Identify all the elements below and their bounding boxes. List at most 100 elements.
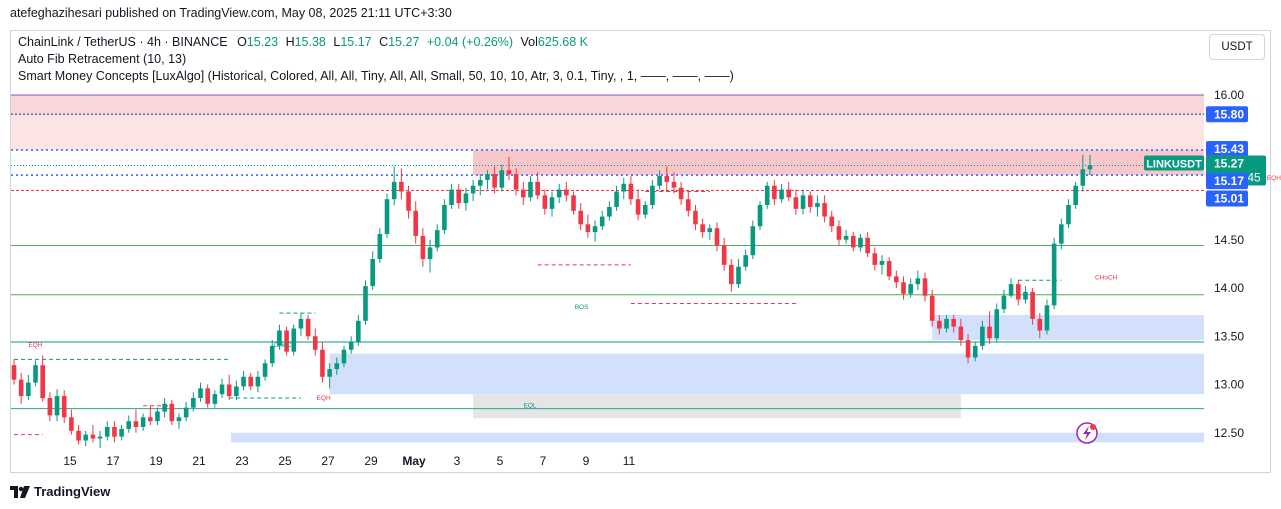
candle-body xyxy=(585,224,591,233)
candle xyxy=(1044,299,1050,335)
candle xyxy=(456,183,462,209)
close-label: C xyxy=(379,35,389,49)
candle xyxy=(650,179,655,209)
candle xyxy=(908,278,913,298)
smc-annotations: PremiumEquilibriumEQHCHoCHEQHBOSEQLEQHCH… xyxy=(28,175,1281,410)
price-badge: 15.01 xyxy=(1206,190,1248,207)
candle xyxy=(585,214,591,238)
candle xyxy=(126,415,132,433)
candle-body xyxy=(1066,205,1071,225)
chart-frame[interactable] xyxy=(10,30,1271,473)
smc-label: EQL xyxy=(523,403,536,410)
premium-zone xyxy=(11,114,1204,151)
candle-body xyxy=(485,174,490,180)
candle xyxy=(147,405,153,426)
candle-body xyxy=(427,247,433,260)
candle-body xyxy=(642,205,648,215)
candle-body xyxy=(929,295,935,321)
candle-body xyxy=(908,284,913,294)
candle-body xyxy=(743,255,748,267)
indicator-smc[interactable]: Smart Money Concepts [LuxAlgo] (Historic… xyxy=(18,69,734,83)
candle xyxy=(219,378,225,399)
candle-body xyxy=(1008,284,1014,296)
candle-body xyxy=(807,195,813,207)
candle xyxy=(413,201,419,244)
price-badge-bg xyxy=(1206,106,1248,123)
candle xyxy=(1030,288,1035,325)
candle-body xyxy=(671,181,677,188)
candle xyxy=(341,345,347,368)
candle-body xyxy=(327,369,332,377)
candle xyxy=(879,255,885,275)
candle xyxy=(33,360,38,387)
candle-body xyxy=(965,340,971,358)
candle-body xyxy=(477,179,483,186)
candle-body xyxy=(298,318,304,329)
candle xyxy=(463,187,469,211)
candle xyxy=(793,189,799,215)
x-tick-label: 23 xyxy=(235,454,249,468)
candle xyxy=(599,210,605,231)
candle xyxy=(592,220,598,242)
candle-body xyxy=(750,226,756,256)
candle-body xyxy=(219,384,225,395)
candle-body xyxy=(391,181,397,200)
candle xyxy=(269,340,275,368)
currency-button[interactable]: USDT xyxy=(1209,34,1265,60)
candle-body xyxy=(535,181,540,196)
candle-body xyxy=(248,376,254,387)
candle-body xyxy=(442,205,447,231)
candle xyxy=(858,233,863,252)
candle-body xyxy=(499,170,505,188)
candle xyxy=(348,336,354,354)
candle xyxy=(104,421,110,441)
candle-body xyxy=(850,235,856,248)
candle-body xyxy=(506,170,512,175)
candle xyxy=(434,224,440,252)
indicator-fib[interactable]: Auto Fib Retracement (10, 13) xyxy=(18,52,187,66)
candle xyxy=(750,220,756,260)
symbol-badge-text: LINKUSDT xyxy=(1146,158,1202,170)
candle xyxy=(334,357,340,375)
market-structure-lines xyxy=(14,191,1062,436)
tradingview-footer[interactable]: TradingView xyxy=(10,484,110,499)
price-badge: 15.43 xyxy=(1206,141,1248,158)
candle xyxy=(736,259,741,288)
candle-body xyxy=(104,426,110,437)
candle-body xyxy=(513,174,519,190)
candle xyxy=(427,239,433,273)
candle xyxy=(54,389,60,422)
candle xyxy=(234,380,239,400)
high-label: H xyxy=(285,35,295,49)
candle xyxy=(614,185,619,211)
smc-label: CHoCH xyxy=(274,342,297,349)
candle xyxy=(743,249,748,271)
y-tick-label: 14.00 xyxy=(1214,281,1244,295)
flash-icon[interactable] xyxy=(1076,422,1098,444)
candle-body xyxy=(456,189,462,204)
smc-label: EQH xyxy=(317,395,331,402)
candle xyxy=(133,409,139,433)
candle-body xyxy=(406,191,411,211)
candle xyxy=(140,413,146,431)
x-tick-label: 25 xyxy=(278,454,292,468)
candle-body xyxy=(234,386,239,397)
candle-body xyxy=(226,384,232,397)
candle-body xyxy=(843,235,849,240)
candle-body xyxy=(858,237,863,248)
candle-body xyxy=(793,197,799,209)
price-badge: 15.17 xyxy=(1206,173,1248,190)
candle-body xyxy=(621,183,627,192)
candle-body xyxy=(772,185,777,200)
ohlc-row[interactable]: ChainLink / TetherUS · 4h · BINANCE O15.… xyxy=(18,34,734,51)
y-tick-label: 13.00 xyxy=(1214,378,1244,392)
candle xyxy=(628,176,634,206)
candle-body xyxy=(470,185,476,194)
candle xyxy=(994,303,1000,343)
candle-body xyxy=(650,185,655,206)
candle xyxy=(327,363,332,389)
low-label: L xyxy=(333,35,341,49)
discount-zone xyxy=(231,432,1204,443)
candle xyxy=(937,315,942,335)
